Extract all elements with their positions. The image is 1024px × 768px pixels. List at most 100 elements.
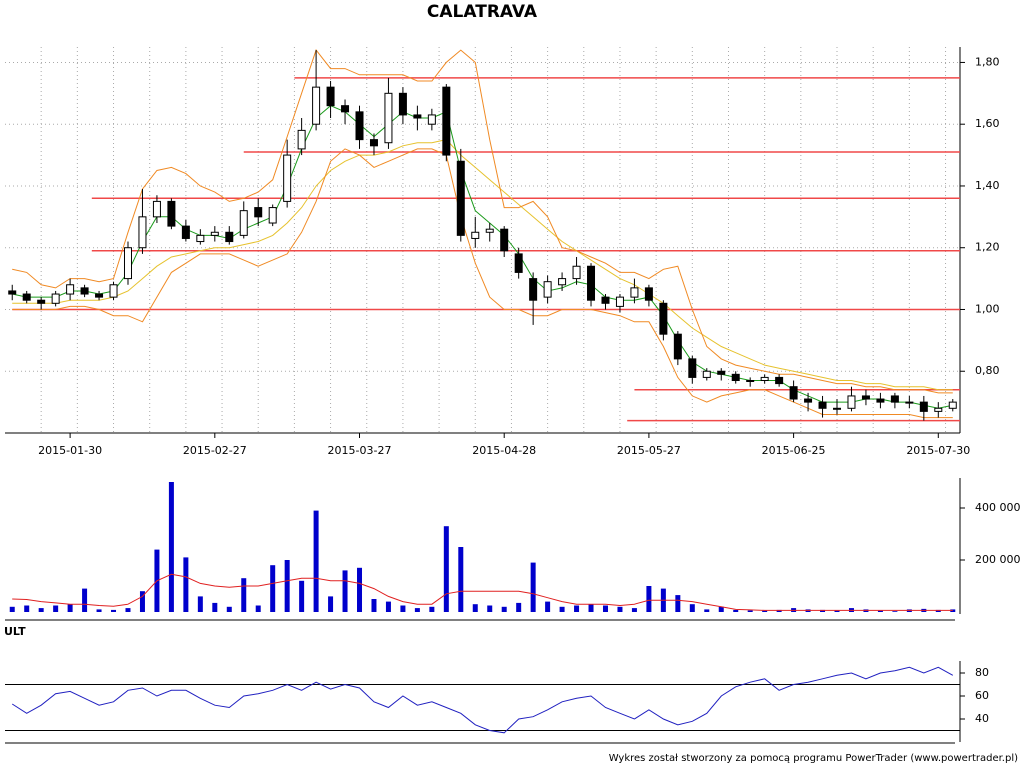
candle-body — [804, 398, 813, 403]
volume-bar — [718, 606, 724, 612]
y-tick-label: 1,60 — [975, 117, 1000, 130]
candle-body — [37, 299, 46, 304]
candle-body — [760, 376, 769, 382]
candle-body — [456, 160, 465, 236]
candle-body — [644, 287, 653, 301]
volume-bar — [545, 601, 551, 612]
y-tick-label: 40 — [975, 712, 989, 725]
volume-bar — [617, 606, 623, 612]
candle-body — [80, 287, 89, 295]
candle-body — [789, 386, 798, 400]
candle-body — [123, 247, 132, 280]
volume-bar — [241, 578, 247, 612]
candle-body — [673, 333, 682, 360]
volume-bar — [646, 586, 652, 612]
candle-body — [833, 407, 842, 410]
candle-body — [601, 296, 610, 304]
candle-body — [51, 293, 60, 304]
y-tick-label: 400 000 — [975, 501, 1021, 514]
candle-body — [500, 228, 509, 252]
x-tick-label: 2015-03-27 — [328, 444, 392, 457]
candle-body — [485, 228, 494, 233]
volume-bar — [96, 609, 102, 612]
candle-body — [529, 278, 538, 301]
volume-bar — [776, 609, 782, 612]
volume-bar — [313, 510, 319, 612]
y-tick-label: 60 — [975, 689, 989, 702]
candle-body — [167, 200, 176, 227]
overlay-line — [12, 139, 953, 391]
volume-bar — [400, 605, 406, 612]
x-tick-label: 2015-07-30 — [906, 444, 970, 457]
volume-bar — [82, 588, 88, 612]
volume-bar — [183, 557, 189, 612]
volume-bar — [284, 560, 290, 612]
candle-body — [138, 216, 147, 249]
volume-bar — [125, 608, 131, 612]
candle-body — [731, 373, 740, 382]
candle-body — [384, 92, 393, 144]
candle-body — [369, 139, 378, 147]
volume-bar — [458, 547, 464, 612]
volume-bar — [501, 606, 507, 612]
candle-body — [210, 231, 219, 236]
candle-body — [818, 401, 827, 409]
candle-body — [717, 370, 726, 375]
volume-bar — [530, 562, 536, 612]
volume-bar — [892, 611, 898, 612]
y-tick-label: 80 — [975, 666, 989, 679]
volume-bar — [820, 609, 826, 612]
volume-bar — [385, 601, 391, 612]
candle-body — [239, 210, 248, 236]
candle-body — [890, 395, 899, 403]
volume-bar — [342, 570, 348, 612]
footer: Wykres został stworzony za pomocą progra… — [609, 753, 1018, 764]
volume-bar — [487, 605, 493, 612]
overlay-line — [12, 49, 953, 394]
candle-body — [196, 234, 205, 243]
volume-bar — [631, 608, 637, 612]
candle-body — [66, 284, 75, 295]
candle-body — [254, 207, 263, 218]
candle-body — [948, 401, 957, 409]
candle-body — [702, 370, 711, 378]
candle-body — [688, 358, 697, 378]
y-tick-label: 1,20 — [975, 241, 1000, 254]
volume-bar — [139, 591, 145, 612]
volume-bar — [371, 599, 377, 612]
candle-body — [587, 265, 596, 301]
y-tick-label: 1,40 — [975, 179, 1000, 192]
volume-bar — [429, 606, 435, 612]
chart-title: CALATRAVA — [427, 2, 538, 22]
x-tick-label: 2015-06-25 — [762, 444, 826, 457]
volume-bar — [516, 602, 522, 612]
volume-bar — [226, 606, 232, 612]
volume-bar — [443, 526, 449, 612]
candle-body — [283, 154, 292, 202]
candle-body — [341, 105, 350, 113]
candle-body — [326, 86, 335, 107]
panel-title: ULT — [4, 625, 26, 638]
candle-body — [268, 207, 277, 224]
volume-bar — [935, 609, 941, 612]
volume-bar — [197, 596, 203, 612]
x-tick-label: 2015-02-27 — [183, 444, 247, 457]
volume-bar — [414, 608, 420, 612]
volume-bar — [38, 608, 44, 612]
candle-body — [919, 401, 928, 412]
volume-bar — [111, 609, 117, 612]
candle-body — [152, 200, 161, 218]
volume-bar — [675, 595, 681, 612]
candle-body — [398, 92, 407, 116]
candle-body — [181, 225, 190, 239]
candle-body — [659, 302, 668, 335]
candle-body — [355, 111, 364, 141]
volume-bar — [559, 606, 565, 612]
candle-body — [847, 395, 856, 409]
y-tick-label: 1,80 — [975, 55, 1000, 68]
candle-body — [775, 376, 784, 385]
volume-bar — [328, 596, 334, 612]
overlay-line — [12, 148, 953, 419]
y-tick-label: 0,80 — [975, 364, 1000, 377]
